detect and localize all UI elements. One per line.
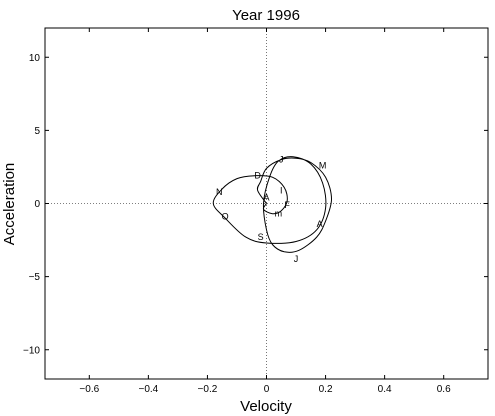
month-label: m	[275, 209, 283, 219]
month-label: F	[284, 200, 290, 210]
y-tick-label: −5	[29, 272, 41, 283]
month-label: I	[280, 185, 283, 195]
month-annotations: J M D N I A Fm O A S J	[216, 155, 326, 264]
month-label: O	[222, 212, 229, 222]
x-tick-label: −0.6	[79, 384, 99, 395]
month-label: S	[258, 232, 264, 242]
month-label: A	[263, 193, 269, 203]
x-axis-label: Velocity	[240, 398, 292, 415]
chart-title: Year 1996	[232, 7, 300, 24]
x-tick-label: −0.4	[138, 384, 158, 395]
month-label: M	[319, 160, 327, 170]
y-tick-label: 5	[34, 126, 40, 137]
x-tick-label: 0.6	[437, 384, 451, 395]
month-label: J	[294, 254, 299, 264]
month-label: J	[279, 155, 284, 165]
month-label: A	[317, 219, 323, 229]
x-tick-label: 0.4	[378, 384, 392, 395]
trajectory-line	[212, 156, 333, 253]
y-tick-label: 0	[34, 199, 40, 210]
month-label: N	[216, 187, 223, 197]
month-label: D	[254, 171, 261, 181]
axis-ticks: −0.6 −0.4 −0.2 0 0.2 0.4 0.6 10 5 0 −5 −10	[23, 28, 488, 395]
x-tick-label: 0.2	[319, 384, 333, 395]
reference-lines	[45, 28, 488, 379]
x-tick-label: 0	[264, 384, 270, 395]
y-tick-label: 10	[29, 53, 41, 64]
x-tick-label: −0.2	[198, 384, 218, 395]
y-tick-label: −10	[23, 345, 40, 356]
y-axis-label: Acceleration	[1, 163, 18, 246]
